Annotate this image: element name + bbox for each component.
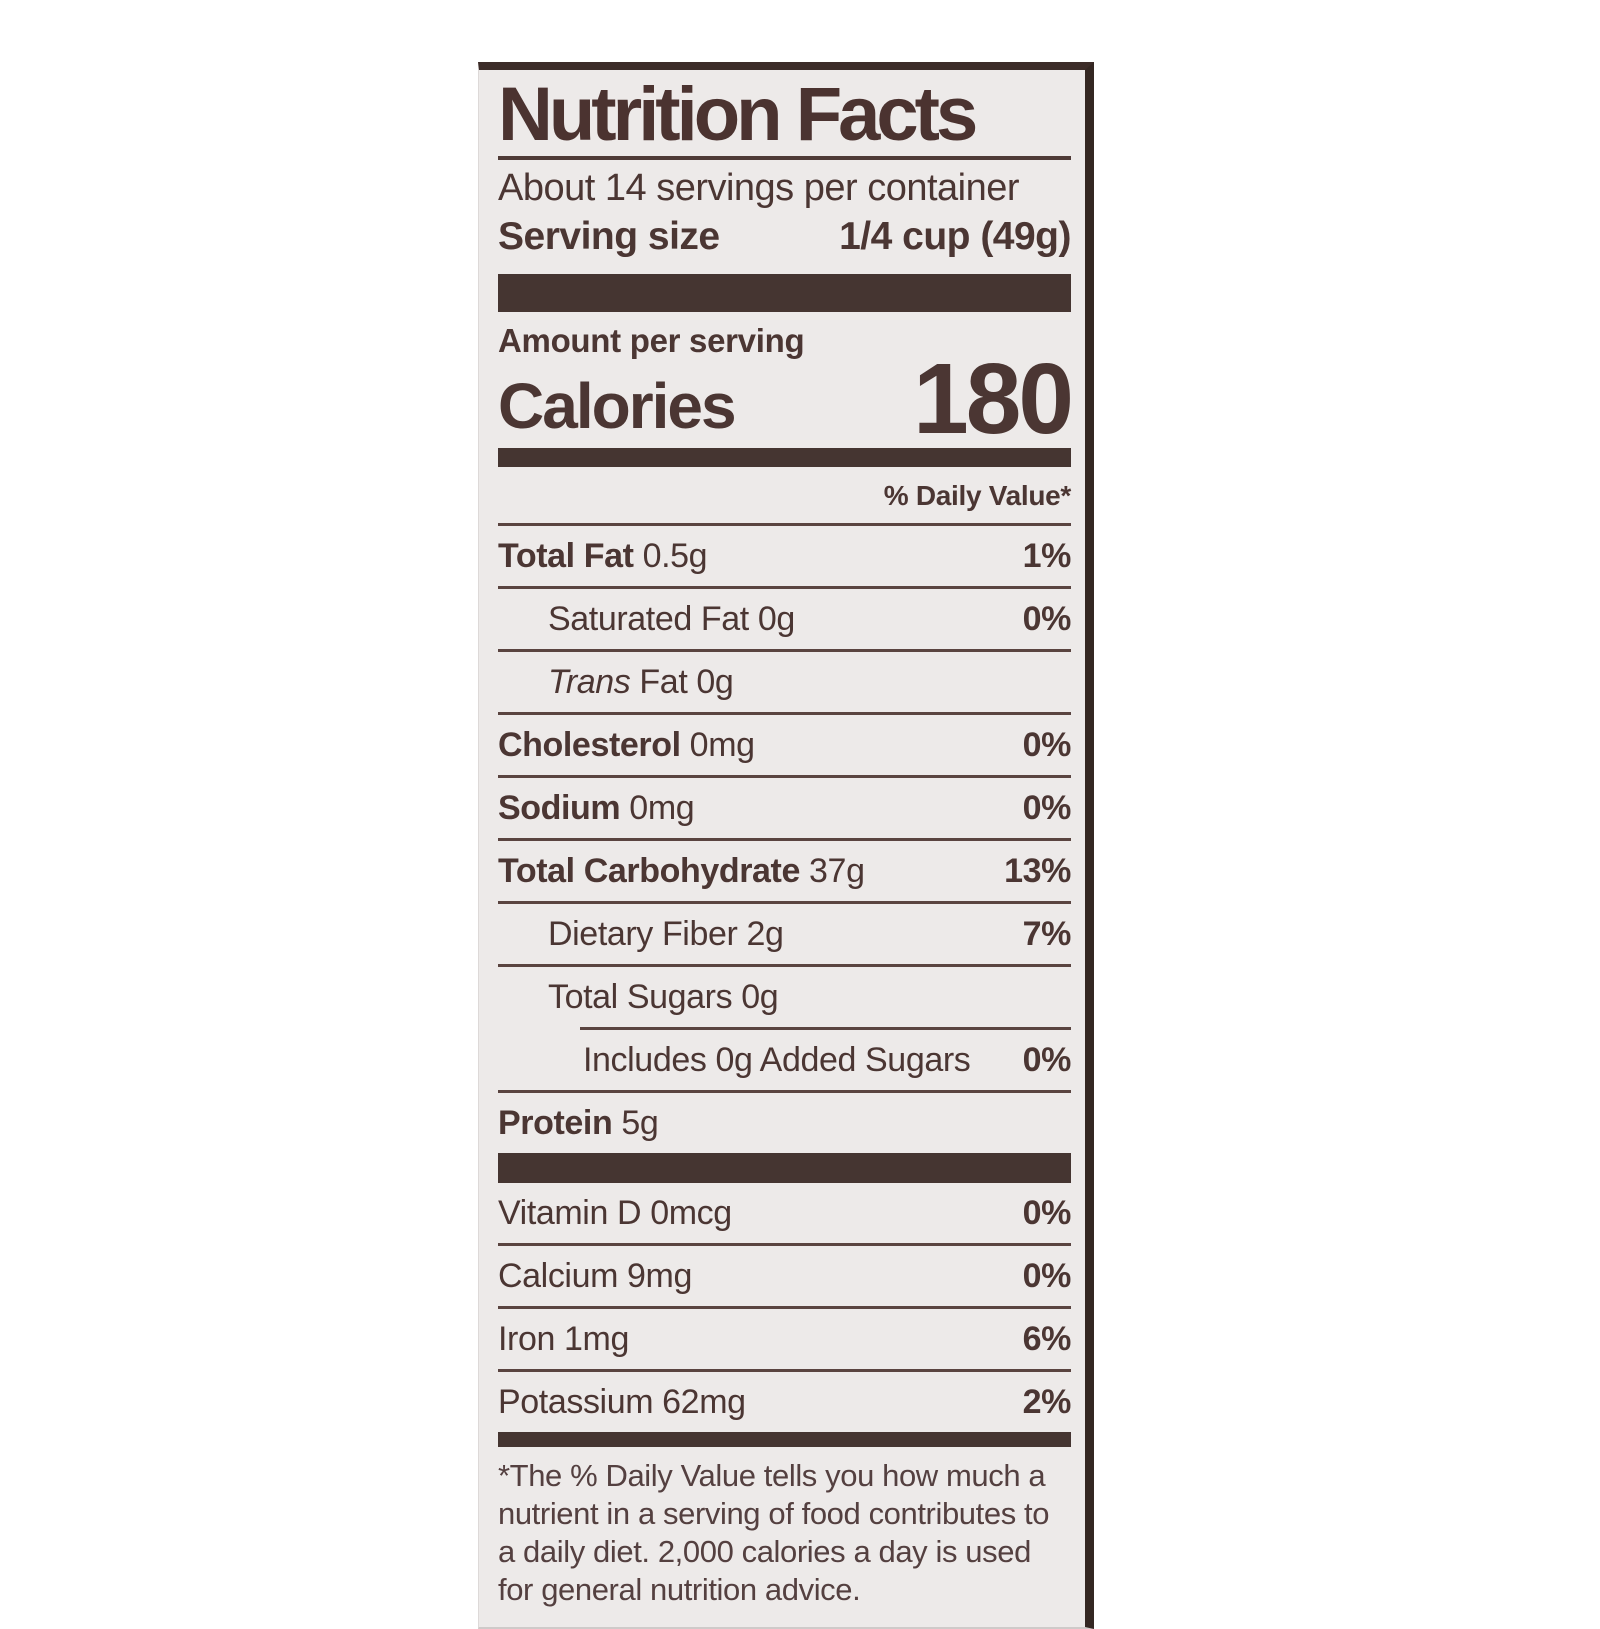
nutrient-row-total-fat: Total Fat 0.5g 1%: [498, 523, 1071, 586]
title-divider: [498, 156, 1071, 161]
nutrient-name-italic: Trans: [548, 662, 631, 701]
label-title: Nutrition Facts: [498, 72, 978, 157]
nutrient-amount: 37g: [800, 851, 865, 890]
nutrient-row-added-sugars: Includes 0g Added Sugars 0%: [498, 1030, 1071, 1090]
daily-value-header: % Daily Value*: [883, 480, 1072, 512]
nutrient-percent: 0%: [1022, 788, 1072, 827]
nutrient-row-potassium: Potassium 62mg 2%: [498, 1369, 1071, 1432]
nutrient-percent: 0%: [1022, 599, 1072, 638]
nutrient-row-total-carbohydrate: Total Carbohydrate 37g 13%: [498, 838, 1071, 901]
nutrient-amount: 0.5g: [633, 536, 708, 575]
thick-separator-bar: [498, 1153, 1071, 1184]
nutrient-percent: 6%: [1022, 1319, 1072, 1358]
serving-size-label: Serving size: [498, 215, 720, 259]
medium-separator-bar: [498, 1432, 1071, 1448]
nutrient-row-saturated-fat: Saturated Fat 0g 0%: [498, 586, 1071, 649]
nutrient-name: Potassium 62mg: [498, 1382, 746, 1421]
calories-label: Calories: [498, 370, 737, 443]
nutrient-row-trans-fat: Trans Fat 0g: [498, 649, 1071, 712]
nutrient-row-sodium: Sodium 0mg 0%: [498, 775, 1071, 838]
nutrient-row-iron: Iron 1mg 6%: [498, 1306, 1071, 1369]
medium-separator-bar: [498, 448, 1071, 468]
calories-value: 180: [913, 343, 1074, 456]
nutrient-percent: 7%: [1022, 914, 1072, 953]
nutrient-percent: 1%: [1022, 536, 1072, 575]
nutrient-row-calcium: Calcium 9mg 0%: [498, 1243, 1071, 1306]
amount-per-serving: Amount per serving: [498, 322, 805, 360]
nutrient-row-cholesterol: Cholesterol 0mg 0%: [498, 712, 1071, 775]
nutrient-name: Vitamin D 0mcg: [498, 1193, 732, 1232]
nutrient-name: Sodium: [498, 788, 621, 827]
serving-size-row: Serving size 1/4 cup (49g): [498, 215, 1071, 259]
nutrient-name: Protein: [498, 1103, 613, 1142]
daily-value-footnote: *The % Daily Value tells you how much a …: [498, 1458, 1050, 1608]
nutrient-row-total-sugars: Total Sugars 0g: [498, 964, 1071, 1027]
nutrient-name: Calcium 9mg: [498, 1256, 692, 1295]
calories-row: Calories 180: [498, 343, 1074, 456]
nutrient-name: Includes 0g Added Sugars: [583, 1040, 971, 1079]
nutrition-facts-label: Nutrition Facts About 14 servings per co…: [478, 62, 1094, 1629]
servings-per-container: About 14 servings per container: [498, 167, 1020, 210]
nutrient-name: Cholesterol: [498, 725, 681, 764]
nutrient-percent: 0%: [1022, 1040, 1072, 1079]
nutrient-row-protein: Protein 5g: [498, 1090, 1071, 1153]
nutrient-percent: 0%: [1022, 1256, 1072, 1295]
nutrient-row-dietary-fiber: Dietary Fiber 2g 7%: [498, 901, 1071, 964]
nutrient-amount: 0mg: [620, 788, 695, 827]
nutrient-percent: 2%: [1022, 1382, 1072, 1421]
nutrient-name: Iron 1mg: [498, 1319, 629, 1358]
thick-separator-bar: [498, 274, 1071, 313]
nutrient-amount: Fat 0g: [630, 662, 734, 701]
nutrient-row-vitamin-d: Vitamin D 0mcg 0%: [498, 1183, 1071, 1243]
nutrient-name: Total Carbohydrate: [498, 851, 800, 890]
nutrient-amount: 5g: [612, 1103, 659, 1142]
nutrient-name: Total Sugars 0g: [548, 977, 779, 1016]
serving-size-value: 1/4 cup (49g): [839, 215, 1071, 259]
nutrient-amount: 0mg: [680, 725, 755, 764]
indented-divider: [580, 1027, 1071, 1031]
nutrient-name: Saturated Fat 0g: [548, 599, 795, 638]
nutrient-name: Total Fat: [498, 536, 634, 575]
nutrient-percent: 0%: [1022, 1193, 1072, 1232]
nutrient-percent: 0%: [1022, 725, 1072, 764]
nutrient-percent: 13%: [1004, 851, 1071, 890]
nutrient-name: Dietary Fiber 2g: [548, 914, 784, 953]
